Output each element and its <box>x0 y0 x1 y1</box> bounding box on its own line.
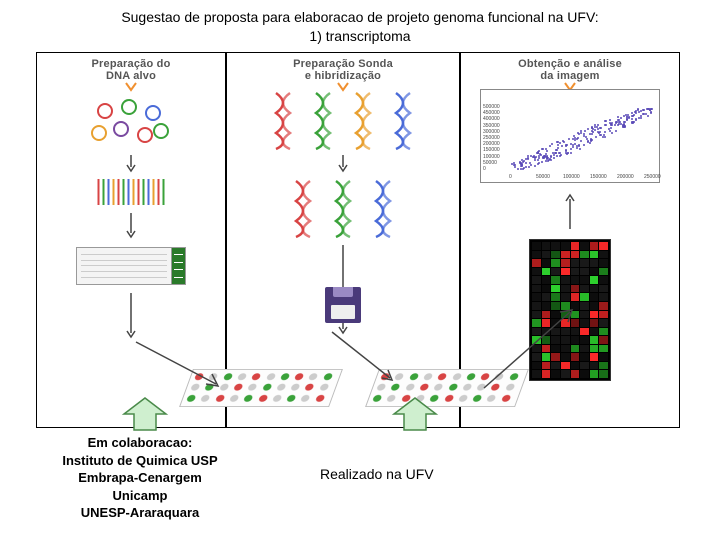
arrow-down-icon <box>125 293 137 339</box>
panel2-title: Preparação Sondae hibridização <box>227 59 459 82</box>
diskette-icon <box>325 287 361 323</box>
arrow-up-icon <box>564 193 576 231</box>
plasmid-circles <box>91 99 171 149</box>
arrow-down-icon <box>125 213 137 239</box>
expression-heatmap <box>529 239 611 381</box>
collab-line: Unicamp <box>20 487 260 505</box>
big-arrow-up-right <box>390 396 440 432</box>
collab-line: Embrapa-Cenargem <box>20 469 260 487</box>
slide-title-line2: 1) transcriptoma <box>0 28 720 44</box>
collab-line: UNESP-Araraquara <box>20 504 260 522</box>
microarray-left <box>179 369 343 407</box>
workflow-panels: Preparação doDNA alvo Preparação Sondae … <box>36 52 680 428</box>
slide-title-line1: Sugestao de proposta para elaboracao de … <box>0 0 720 28</box>
panel3-title: Obtenção e análiseda imagem <box>461 59 679 82</box>
helix-row-top <box>227 91 459 151</box>
big-arrow-up-left <box>120 396 170 432</box>
collab-line: Instituto de Quimica USP <box>20 452 260 470</box>
pcr-bands <box>98 179 165 205</box>
helix-row-bottom <box>227 179 459 239</box>
scatter-plot: 5000004500004000003500003000002500002000… <box>480 89 660 183</box>
arrow-down-icon <box>337 155 349 173</box>
panel1-title: Preparação doDNA alvo <box>37 59 225 82</box>
ufv-label: Realizado na UFV <box>320 466 434 482</box>
collaboration-block: Em colaboracao: Instituto de Quimica USP… <box>20 434 260 522</box>
arrow-down-icon <box>125 155 137 173</box>
chevron-down-icon <box>125 81 137 93</box>
collab-line: Em colaboracao: <box>20 434 260 452</box>
gel-plate <box>76 247 186 285</box>
